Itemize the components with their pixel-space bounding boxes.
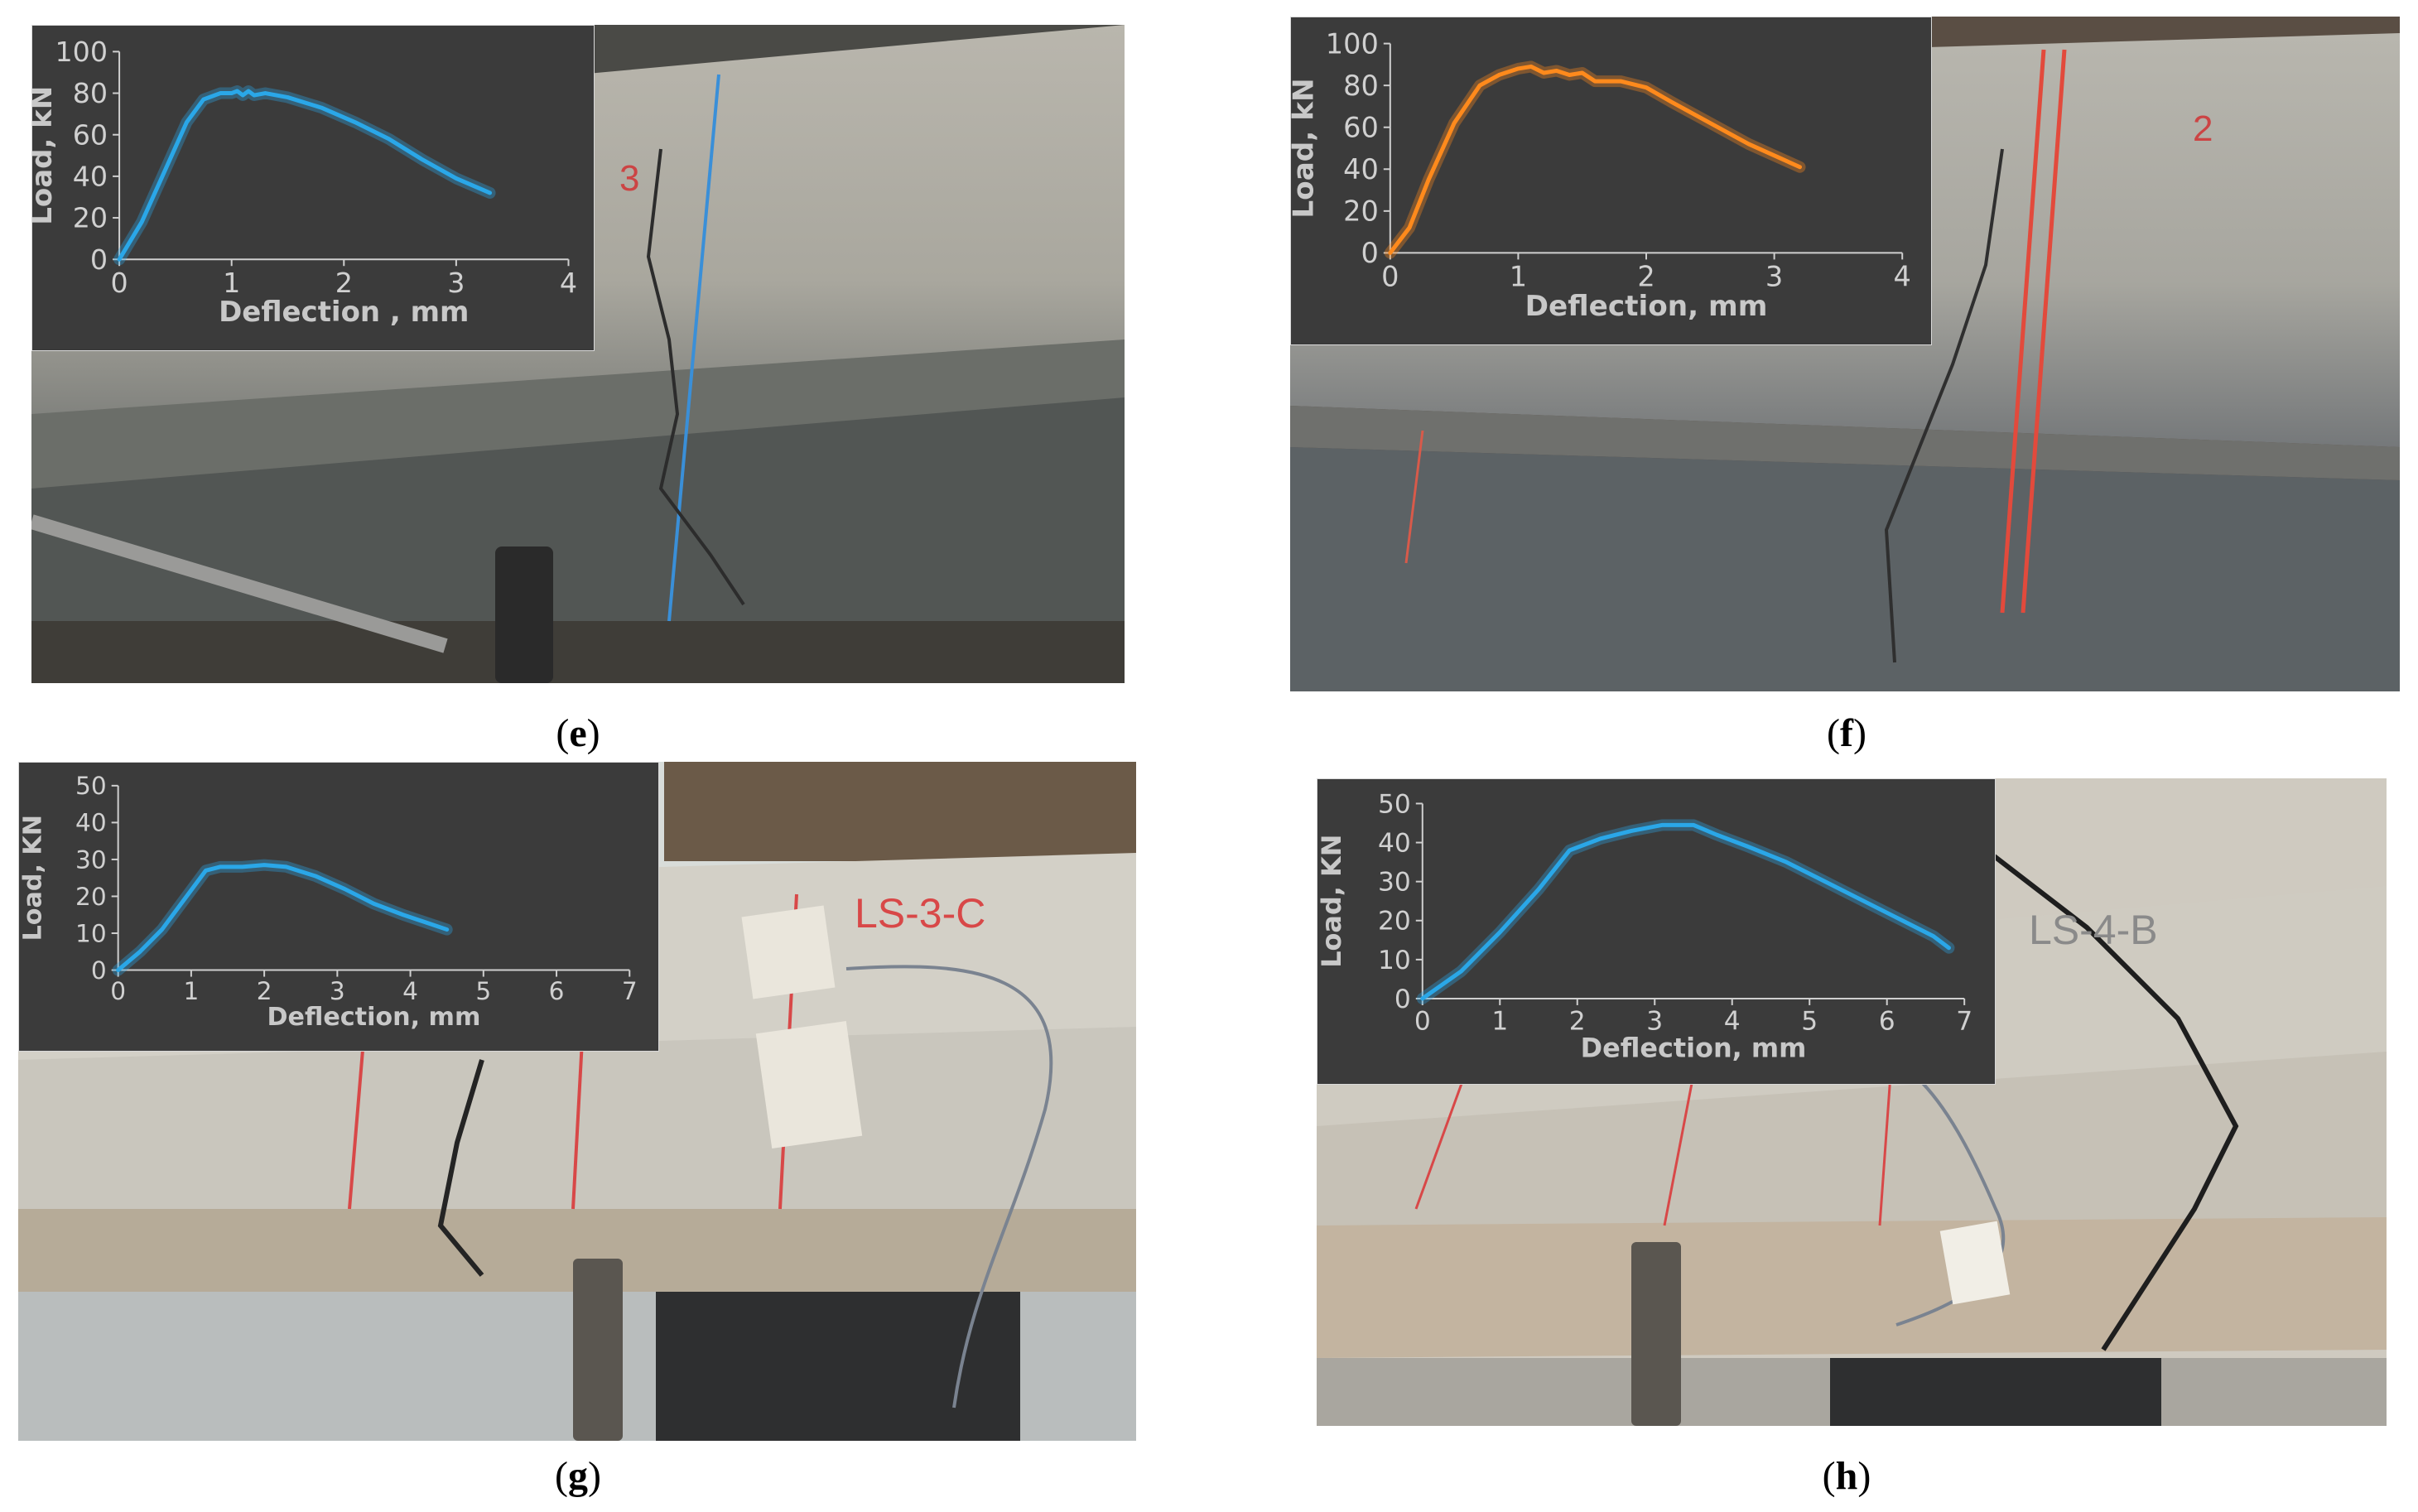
x-tick-label: 1 — [1510, 261, 1527, 293]
y-axis-title: Load, KN — [1317, 835, 1347, 968]
chart-g: 0 10 20 30 40 50 0 1 2 3 4 5 6 7 Deflection, mm Load, K… — [19, 772, 638, 1032]
x-tick-label: 2 — [335, 267, 353, 299]
x-tick-label: 1 — [223, 267, 240, 299]
x-tick-label: 3 — [1765, 261, 1783, 293]
y-tick-label: 80 — [73, 77, 108, 109]
y-tick-label: 50 — [75, 772, 107, 800]
y-tick-label: 80 — [1343, 70, 1379, 102]
x-tick-label: 7 — [1956, 1006, 1972, 1036]
x-tick-label: 0 — [1414, 1006, 1431, 1036]
series-line — [1388, 64, 1803, 255]
x-tick-label: 0 — [110, 977, 126, 1005]
x-tick-label: 1 — [183, 977, 199, 1005]
series-line — [117, 89, 493, 262]
y-tick-label: 100 — [55, 36, 108, 68]
x-tick-label: 3 — [330, 977, 345, 1005]
y-tick-label: 40 — [1378, 828, 1411, 858]
x-tick-label: 2 — [1569, 1006, 1586, 1036]
x-tick-label: 5 — [1801, 1006, 1818, 1036]
x-axis-title: Deflection, mm — [1581, 1032, 1807, 1063]
y-tick-label: 40 — [73, 161, 108, 193]
chart-e: 0 20 40 60 80 100 0 1 2 3 4 Deflection , mm Load, kN — [32, 36, 577, 329]
x-tick-label: 5 — [475, 977, 491, 1005]
y-tick-label: 0 — [90, 243, 108, 276]
y-axis-title: Load, kN — [1291, 78, 1320, 218]
photo-g-label: LS-3-C — [855, 890, 985, 937]
y-tick-label: 20 — [1343, 195, 1379, 228]
y-tick-label: 60 — [1343, 111, 1379, 143]
chart-inset-g: 0 10 20 30 40 50 0 1 2 3 4 5 6 7 Deflection, mm Load, K… — [18, 762, 659, 1052]
y-tick-label: 10 — [1378, 946, 1411, 975]
x-tick-label: 4 — [560, 267, 577, 299]
y-tick-label: 20 — [75, 883, 107, 911]
x-axis-title: Deflection, mm — [267, 1003, 481, 1032]
caption-g: (g) — [555, 1454, 601, 1498]
y-axis-title: Load, KN — [19, 815, 47, 941]
chart-h: 0 10 20 30 40 50 0 1 2 3 4 5 6 7 Deflection, mm Load, K… — [1317, 789, 1972, 1063]
y-tick-label: 20 — [73, 202, 108, 234]
chart-inset-f: 0 20 40 60 80 100 0 1 2 3 4 Deflection, mm Load, kN — [1290, 17, 1932, 345]
x-tick-label: 1 — [1491, 1006, 1508, 1036]
photo-f-label: 2 — [2193, 108, 2213, 149]
y-tick-label: 0 — [91, 956, 107, 985]
series-line — [1420, 822, 1951, 1001]
y-tick-label: 30 — [1378, 868, 1411, 898]
chart-f: 0 20 40 60 80 100 0 1 2 3 4 Deflection, mm Load, kN — [1291, 27, 1911, 323]
y-tick-label: 60 — [73, 118, 108, 151]
y-tick-label: 40 — [75, 809, 107, 837]
x-tick-label: 7 — [622, 977, 638, 1005]
x-tick-label: 4 — [1894, 261, 1911, 293]
caption-f: (f) — [1827, 711, 1866, 755]
series-glow — [1416, 819, 1955, 1004]
y-tick-label: 0 — [1361, 237, 1378, 269]
photo-e-label: 3 — [619, 158, 639, 199]
x-tick-label: 4 — [1724, 1006, 1741, 1036]
photo-h-label: LS-4-B — [2029, 907, 2158, 953]
series-glow — [113, 85, 496, 266]
x-tick-label: 0 — [110, 267, 128, 299]
y-tick-label: 100 — [1326, 27, 1379, 60]
x-tick-label: 4 — [402, 977, 418, 1005]
x-tick-label: 6 — [549, 977, 565, 1005]
caption-h: (h) — [1822, 1454, 1871, 1498]
series-glow — [112, 859, 453, 976]
x-tick-label: 3 — [447, 267, 465, 299]
x-tick-label: 2 — [1637, 261, 1655, 293]
y-tick-label: 20 — [1378, 907, 1411, 937]
series-glow — [1384, 60, 1806, 259]
caption-e: (e) — [556, 711, 600, 755]
x-axis-title: Deflection, mm — [1525, 290, 1768, 323]
x-tick-label: 0 — [1381, 261, 1399, 293]
x-tick-label: 6 — [1879, 1006, 1895, 1036]
x-axis-title: Deflection , mm — [219, 296, 469, 329]
y-tick-label: 0 — [1394, 985, 1411, 1014]
x-tick-label: 2 — [257, 977, 272, 1005]
y-tick-label: 30 — [75, 845, 107, 874]
chart-inset-e: 0 20 40 60 80 100 0 1 2 3 4 Deflection , mm Load, kN — [31, 25, 595, 351]
chart-inset-h: 0 10 20 30 40 50 0 1 2 3 4 5 6 7 Deflection, mm Load, K… — [1317, 778, 1996, 1085]
y-axis-title: Load, kN — [32, 86, 59, 225]
y-tick-label: 50 — [1378, 789, 1411, 819]
y-tick-label: 40 — [1343, 153, 1379, 185]
y-tick-label: 10 — [75, 919, 107, 947]
x-tick-label: 3 — [1646, 1006, 1663, 1036]
